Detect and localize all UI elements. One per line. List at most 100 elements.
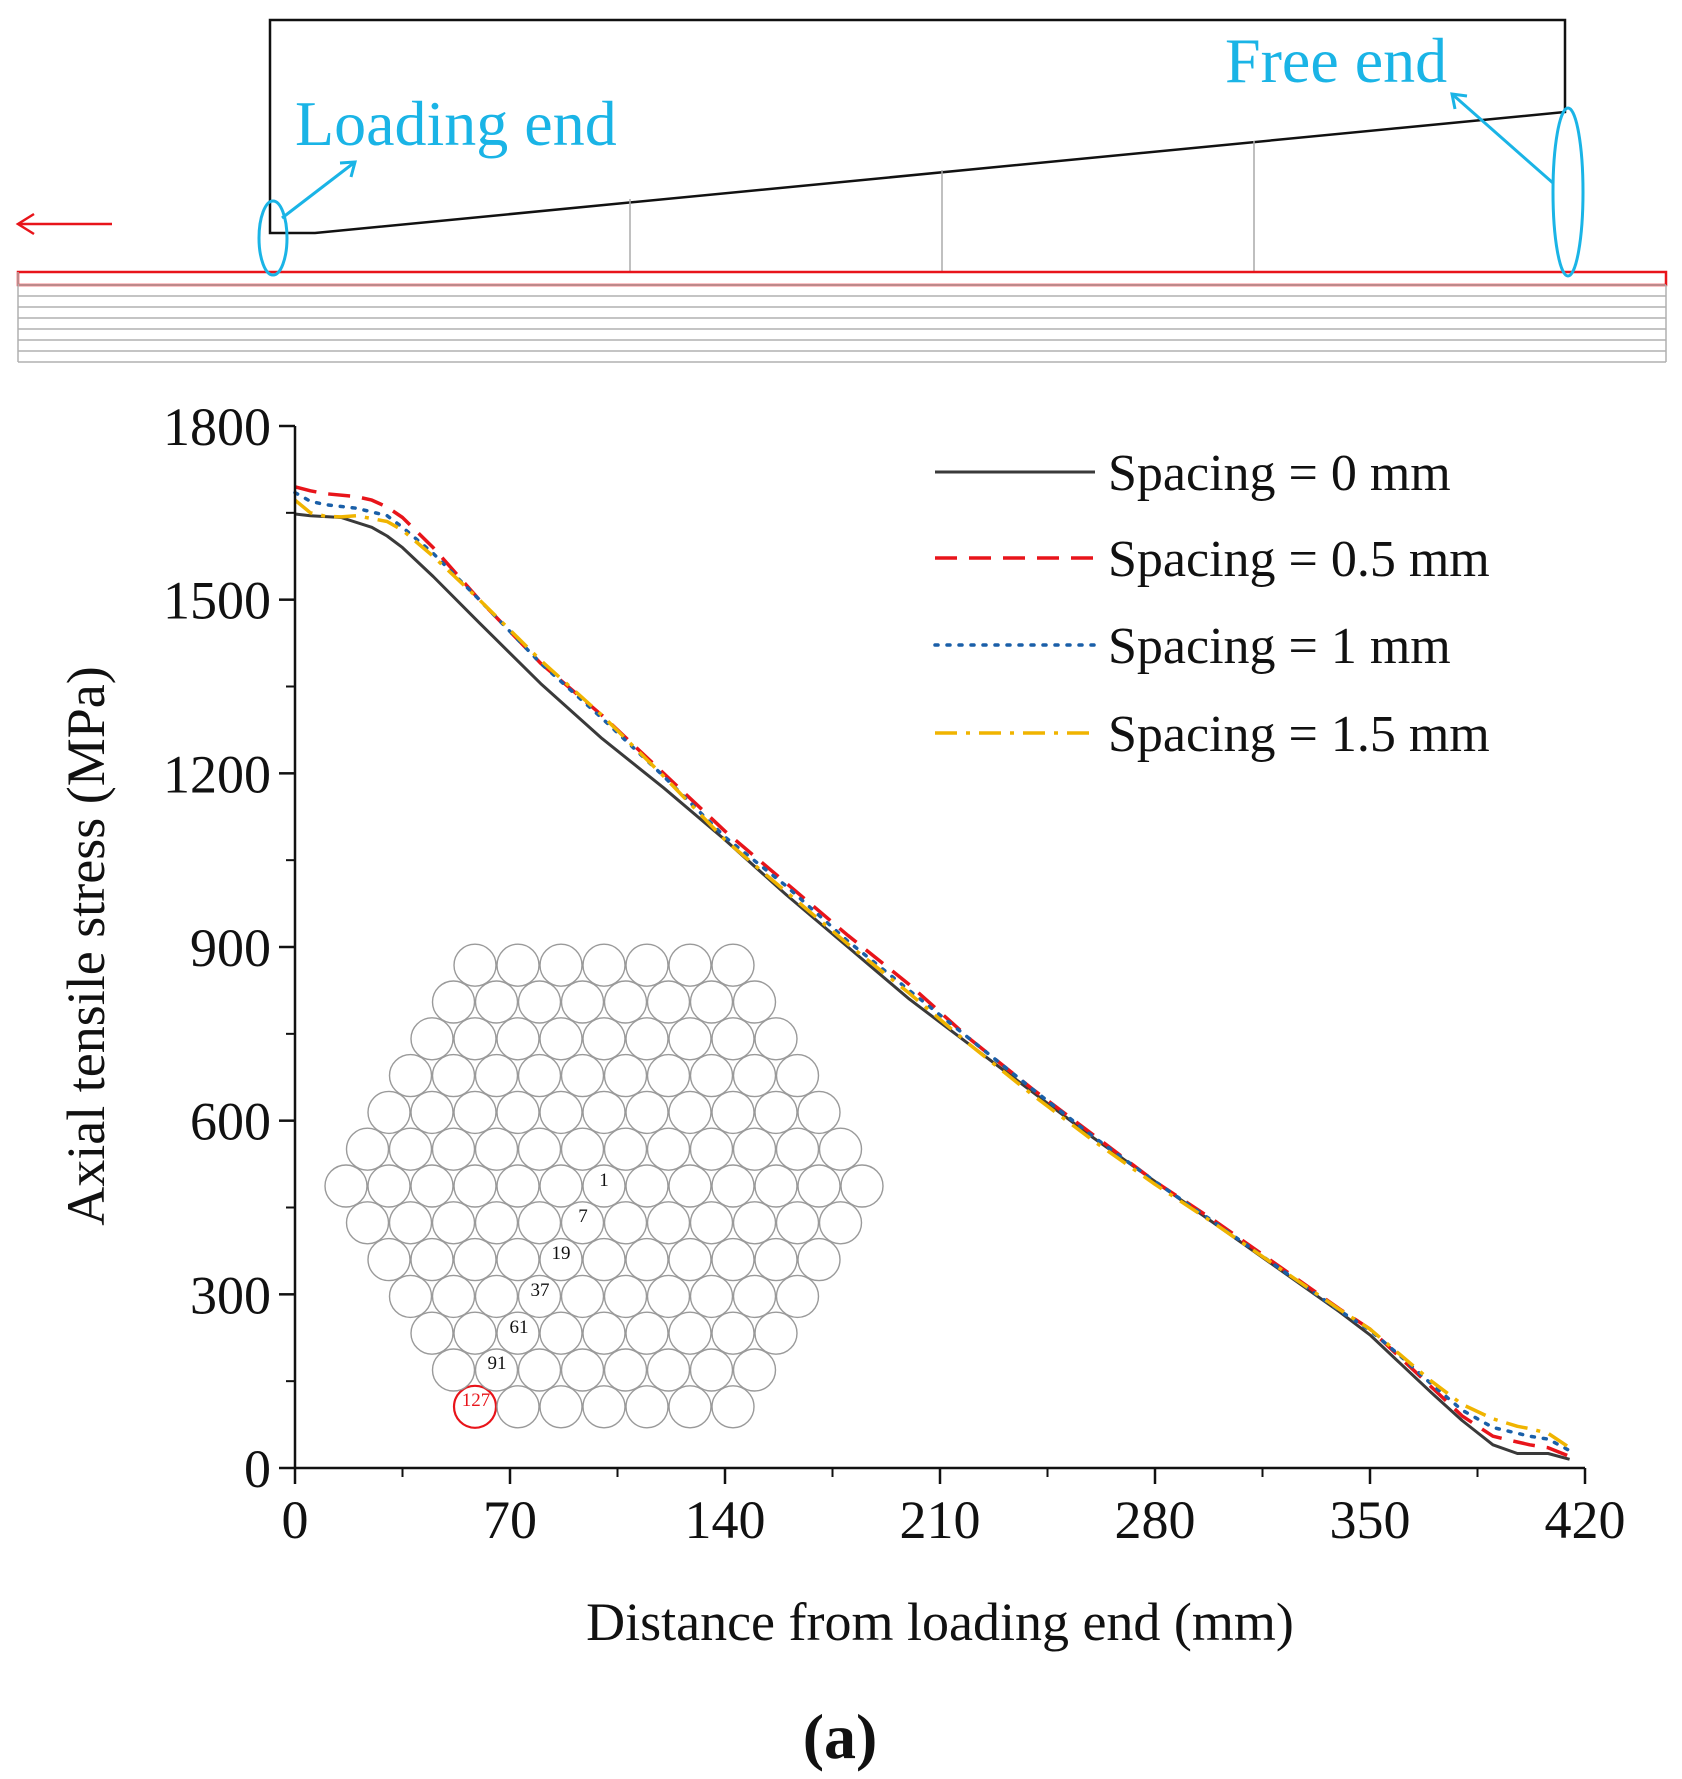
x-tick-label: 210 bbox=[900, 1490, 981, 1550]
wire-circle bbox=[517, 1127, 562, 1171]
wire-circle bbox=[689, 1127, 734, 1171]
loading-end-marker bbox=[257, 199, 289, 277]
x-tick-label: 0 bbox=[282, 1490, 309, 1550]
wire-circle bbox=[754, 1090, 798, 1135]
wire-circle bbox=[603, 1274, 648, 1319]
wire-circle bbox=[496, 1237, 540, 1282]
wire-circle bbox=[603, 1348, 648, 1392]
wire-circle bbox=[560, 980, 605, 1024]
loading-end-label: Loading end bbox=[295, 88, 617, 159]
free-end-label: Free end bbox=[1225, 25, 1447, 96]
x-tick-label: 350 bbox=[1330, 1490, 1411, 1550]
wire-circle bbox=[582, 1311, 626, 1355]
wire-circle bbox=[388, 1274, 433, 1319]
wire-circle bbox=[732, 980, 777, 1024]
legend-label-spacing-0: Spacing = 0 mm bbox=[1108, 445, 1451, 502]
wire-circle bbox=[560, 1201, 605, 1245]
wire-circle bbox=[496, 943, 540, 987]
wire-circle bbox=[689, 980, 734, 1024]
wire-circle bbox=[345, 1201, 390, 1245]
wire-circle bbox=[431, 1127, 476, 1171]
wire-highlighted bbox=[452, 1384, 498, 1429]
wire-circle bbox=[711, 1017, 755, 1061]
wire-circle bbox=[797, 1090, 841, 1135]
wire-circle bbox=[431, 980, 476, 1024]
chart: 1 7 19 37 61 91 127 0 300 600 900 1200 1500 18… bbox=[56, 397, 1626, 1772]
wire-circle bbox=[453, 1090, 497, 1135]
wire-circle bbox=[496, 1017, 540, 1061]
wire-circle bbox=[453, 1017, 497, 1061]
wire-circle bbox=[711, 1090, 755, 1135]
arrow-left-icon bbox=[15, 212, 112, 236]
wire-circle bbox=[689, 1348, 734, 1392]
y-tick-label: 1200 bbox=[163, 744, 271, 804]
wire-circle bbox=[646, 1127, 691, 1171]
wire-circle bbox=[625, 1237, 669, 1282]
wire-circle bbox=[324, 1164, 368, 1208]
wire-circle bbox=[560, 1053, 605, 1098]
legend-label-spacing-0-5: Spacing = 0.5 mm bbox=[1108, 531, 1490, 588]
pullout-schematic: Loading end Free end bbox=[15, 18, 1668, 363]
wire-circle bbox=[539, 943, 583, 987]
wire-circle bbox=[603, 1201, 648, 1245]
wire-circle bbox=[711, 1237, 755, 1282]
x-axis-label: Distance from loading end (mm) bbox=[586, 1592, 1294, 1652]
wire-circle bbox=[517, 980, 562, 1024]
y-tick-label: 0 bbox=[244, 1439, 271, 1499]
wire-circle bbox=[646, 1348, 691, 1392]
steel-strand-bar bbox=[16, 270, 1668, 287]
wire-circle bbox=[603, 1127, 648, 1171]
wire-circle bbox=[754, 1311, 798, 1355]
wire-circle bbox=[539, 1385, 583, 1429]
wire-circle bbox=[582, 1385, 626, 1429]
wire-circle bbox=[410, 1017, 454, 1061]
tick-labels: 0 300 600 900 1200 1500 1800 0 70 140 210 280 350 420 bbox=[163, 397, 1626, 1550]
wire-circle bbox=[625, 1385, 669, 1429]
wire-label-1: 1 bbox=[599, 1170, 609, 1191]
wire-circle bbox=[474, 1348, 519, 1392]
wire-circle bbox=[517, 1274, 562, 1319]
series-line-3 bbox=[293, 498, 1571, 1450]
wire-circle bbox=[582, 1237, 626, 1282]
wire-circle bbox=[625, 1164, 669, 1208]
panel-label: (a) bbox=[803, 1701, 878, 1772]
wire-circle bbox=[603, 1053, 648, 1098]
wire-label-127: 127 bbox=[462, 1390, 491, 1411]
wire-labels: 1 7 19 37 61 91 127 bbox=[462, 1170, 609, 1411]
axis-ticks bbox=[279, 424, 1587, 1484]
x-tick-label: 140 bbox=[685, 1490, 766, 1550]
wire-circle bbox=[517, 1053, 562, 1098]
y-axis-label: Axial tensile stress (MPa) bbox=[56, 666, 116, 1225]
wire-circle bbox=[367, 1237, 411, 1282]
wire-circle bbox=[625, 1311, 669, 1355]
wire-circle bbox=[840, 1164, 884, 1208]
wire-circle bbox=[539, 1164, 583, 1208]
legend-label-spacing-1: Spacing = 1 mm bbox=[1108, 618, 1451, 675]
x-tick-label: 420 bbox=[1545, 1490, 1626, 1550]
wire-circle bbox=[775, 1201, 820, 1245]
wire-circle bbox=[453, 1164, 497, 1208]
wire-circle bbox=[367, 1164, 411, 1208]
concrete-block-outline bbox=[268, 18, 1567, 235]
free-end-marker bbox=[1551, 106, 1585, 278]
wire-circle bbox=[517, 1348, 562, 1392]
wire-circle bbox=[625, 1090, 669, 1135]
wire-circle bbox=[474, 1127, 519, 1171]
wire-circle bbox=[517, 1201, 562, 1245]
wire-circle bbox=[345, 1127, 390, 1171]
wire-circle bbox=[668, 1311, 712, 1355]
wire-circle bbox=[410, 1164, 454, 1208]
wire-circle bbox=[711, 1164, 755, 1208]
wire-circle bbox=[453, 1237, 497, 1282]
wire-circle bbox=[560, 1274, 605, 1319]
wire-circle bbox=[646, 980, 691, 1024]
wire-circle bbox=[474, 1201, 519, 1245]
strand-layers bbox=[17, 272, 1667, 363]
wire-circle bbox=[496, 1090, 540, 1135]
wire-circle bbox=[668, 1237, 712, 1282]
wire-circle bbox=[775, 1274, 820, 1319]
wire-circle bbox=[668, 943, 712, 987]
wire-circle bbox=[668, 1385, 712, 1429]
wire-circle bbox=[539, 1090, 583, 1135]
wire-circle bbox=[754, 1237, 798, 1282]
